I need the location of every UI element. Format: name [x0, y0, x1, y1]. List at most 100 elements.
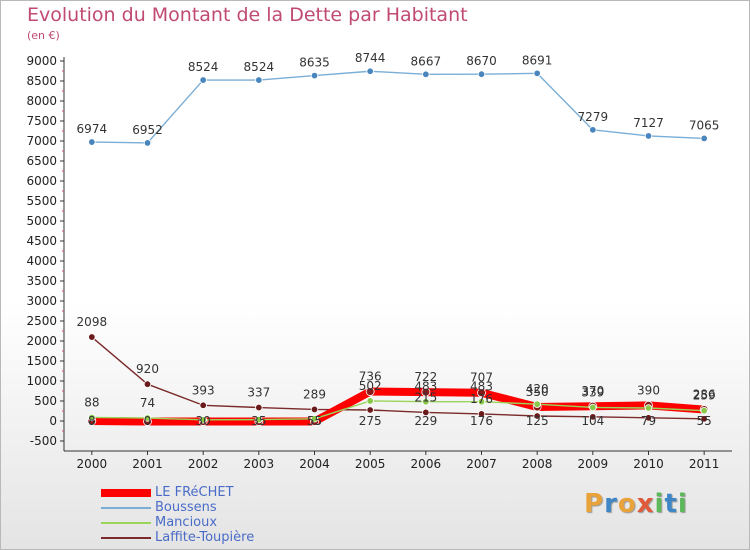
logo-letter: x [636, 489, 655, 519]
series-point-1 [422, 70, 430, 79]
series-point-1 [88, 138, 96, 146]
y-tick-label: 2500 [26, 314, 57, 328]
series-line-2 [91, 400, 705, 421]
data-label: 8635 [299, 56, 330, 70]
series-point-3 [477, 410, 486, 418]
data-label: 920 [136, 362, 159, 376]
chart-unit-label: (en €) [27, 29, 60, 42]
series-point-2 [533, 400, 541, 408]
series-point-1 [589, 126, 597, 134]
series-point-1 [477, 70, 486, 78]
legend-swatch [101, 506, 151, 509]
data-label: 420 [526, 382, 549, 396]
data-label: 707 [470, 371, 493, 385]
series-point-2 [88, 413, 96, 422]
y-tick-label: 3000 [26, 294, 57, 308]
data-label: 483 [414, 380, 437, 394]
data-label: 30 [196, 414, 211, 428]
logo-letter: o [617, 489, 637, 519]
y-tick-label: 1000 [26, 374, 57, 388]
series-point-2 [255, 415, 263, 424]
data-label: 286 [693, 388, 716, 402]
series-point-2 [589, 403, 597, 412]
legend-swatch [101, 488, 151, 497]
legend-label: LE FRéCHET [155, 485, 234, 500]
series-line-3 [91, 336, 705, 420]
data-label: 2098 [77, 315, 108, 329]
data-label: 55 [307, 414, 322, 428]
data-label: 8691 [522, 53, 553, 67]
series-point-2 [143, 414, 152, 422]
legend-label: Mancioux [155, 515, 218, 530]
series-point-3 [366, 406, 374, 414]
series-point-2 [477, 397, 486, 406]
data-label: 74 [140, 396, 155, 410]
data-label: 8744 [355, 51, 386, 65]
data-label: 7065 [689, 118, 720, 132]
x-tick-label: 2005 [355, 457, 386, 471]
series-point-3 [644, 414, 653, 422]
data-label: 104 [581, 414, 604, 428]
series-point-1 [366, 67, 374, 75]
series-point-2 [310, 415, 319, 423]
data-label: 176 [470, 414, 493, 428]
legend-swatch [101, 521, 151, 524]
y-tick-label: 6000 [26, 174, 57, 188]
data-label: 339 [581, 385, 604, 399]
y-tick-label: 1500 [26, 354, 57, 368]
series-point-0 [477, 388, 486, 398]
logo-letter: i [677, 489, 688, 519]
data-label: 370 [581, 384, 604, 398]
data-label: 259 [693, 389, 716, 403]
series-line-1 [91, 70, 705, 144]
series-point-1 [533, 69, 541, 78]
series-point-1 [199, 76, 207, 84]
data-label: 7279 [578, 110, 609, 124]
legend-item: Laffite-Toupière [101, 530, 254, 545]
series-point-1 [310, 71, 319, 80]
y-tick-label: 8000 [26, 94, 57, 108]
data-label: 350 [526, 385, 549, 399]
chart-title: Evolution du Montant de la Dette par Hab… [27, 4, 468, 26]
x-tick-label: 2004 [299, 457, 330, 471]
y-tick-label: 4000 [26, 254, 57, 268]
series-point-3 [533, 412, 541, 420]
x-tick-label: 2003 [244, 457, 275, 471]
y-tick-label: 2000 [26, 334, 57, 348]
y-tick-label: -500 [30, 434, 57, 448]
x-tick-label: 2007 [466, 457, 497, 471]
y-tick-label: 9000 [26, 54, 57, 68]
series-point-3 [422, 408, 430, 417]
legend-label: Laffite-Toupière [155, 530, 255, 545]
proxiti-logo: Proxiti [584, 489, 688, 519]
y-tick-label: 8500 [26, 74, 57, 88]
legend: LE FRéCHET Boussens Mancioux Laffite-Toupiè… [101, 485, 254, 545]
series-point-1 [143, 139, 152, 147]
data-label: 289 [303, 387, 326, 401]
series-point-0 [365, 387, 375, 396]
series-point-1 [644, 132, 653, 140]
x-tick-label: 2011 [689, 457, 720, 471]
legend-item: LE FRéCHET [101, 485, 254, 500]
data-label: 390 [637, 383, 660, 397]
data-label: 55 [697, 414, 712, 428]
data-label: 6974 [77, 122, 108, 136]
data-label: 8667 [411, 54, 442, 68]
series-point-3 [88, 333, 96, 341]
x-tick-label: 2010 [633, 457, 664, 471]
y-tick-label: 0 [49, 414, 57, 428]
data-label: 125 [526, 414, 549, 428]
series-point-0 [421, 387, 431, 397]
legend-label: Boussens [155, 500, 217, 515]
series-point-1 [700, 134, 708, 143]
data-label: 736 [359, 370, 382, 384]
data-label: 88 [84, 395, 99, 409]
data-label: 8 [88, 414, 96, 428]
data-label: 6952 [132, 123, 163, 137]
series-point-3 [589, 413, 597, 421]
series-point-3 [255, 403, 263, 412]
y-tick-label: 7500 [26, 114, 57, 128]
series-point-3 [143, 380, 152, 388]
